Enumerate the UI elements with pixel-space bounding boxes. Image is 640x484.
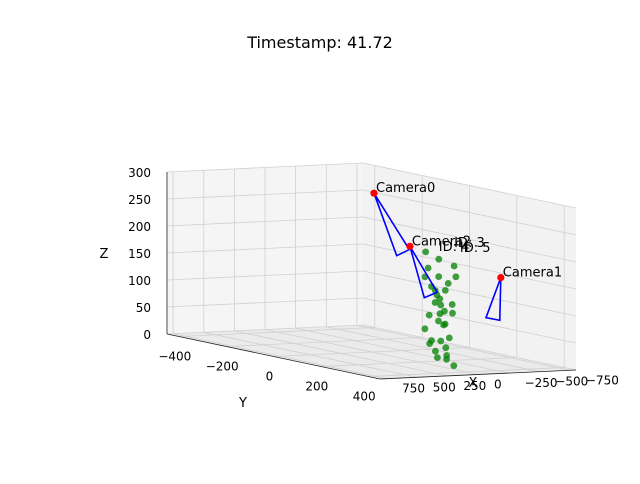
grid-lines <box>166 162 577 380</box>
x-tick-label: 500 <box>433 380 456 394</box>
camera-frustum <box>373 192 411 257</box>
z-tick-label: 0 <box>143 328 151 342</box>
x-tick-label: −500 <box>555 375 588 389</box>
grid-line-z <box>362 243 577 290</box>
camera-label: Camera0 <box>376 181 435 196</box>
detection-point <box>426 340 433 347</box>
grid-line-z <box>362 216 577 263</box>
grid-line-z <box>362 189 577 236</box>
camera-marker <box>370 189 378 197</box>
x-tick-label: 0 <box>494 378 502 392</box>
detection-point <box>448 301 456 308</box>
detection-point <box>437 337 445 345</box>
detection-point <box>449 309 456 317</box>
detection-point <box>437 301 445 309</box>
grid-line-z <box>166 189 364 200</box>
track-id-label: ID: 4 <box>439 240 470 255</box>
z-axis-label: Z <box>100 247 109 262</box>
grid-line-y <box>226 337 423 347</box>
detection-point <box>441 320 449 328</box>
y-tick-label: −400 <box>158 350 191 364</box>
camera-frustum <box>409 245 439 299</box>
track-id-label: ID: 5 <box>460 241 491 256</box>
z-tick-label: 150 <box>128 247 151 261</box>
tick-labels: −750−500−250 0 250 500 750 −400 −200 0 200 400 0 50… <box>100 166 619 411</box>
x-tick-label: −250 <box>525 376 558 390</box>
chart-title: Timestamp: 41.72 <box>247 33 393 52</box>
detection-point <box>452 273 460 281</box>
y-tick-label: 200 <box>305 380 328 394</box>
grid-line-z <box>166 270 364 281</box>
x-tick-label: 750 <box>402 382 425 396</box>
z-tick-label: 300 <box>128 166 151 180</box>
detection-point <box>431 299 439 306</box>
detection-point <box>435 273 443 280</box>
z-tick-label: 50 <box>136 301 151 315</box>
grid-line-z <box>166 324 364 335</box>
x-tick-label: 250 <box>463 379 486 393</box>
grid-line-y <box>368 367 565 377</box>
annotations: Camera0 Camera2 Camera1 ID: 3ID: 4ID: 5 <box>376 181 562 280</box>
detection-point <box>435 255 443 263</box>
detection-point <box>422 248 430 256</box>
z-tick-label: 100 <box>128 274 151 288</box>
detection-point <box>450 262 458 270</box>
y-tick-label: −200 <box>206 360 239 374</box>
detection-point <box>443 356 450 363</box>
camera-marker <box>497 274 505 282</box>
cameras <box>370 189 505 322</box>
detection-point <box>425 311 433 319</box>
detection-point <box>421 325 429 333</box>
camera-label: Camera1 <box>503 266 562 281</box>
grid-line-z <box>362 162 577 209</box>
camera-marker <box>406 242 414 250</box>
camera-frustum <box>484 277 502 322</box>
y-axis-line <box>166 333 381 380</box>
grid-line-z <box>166 216 364 227</box>
track-id-label: ID: 3 <box>454 236 485 251</box>
detection-point <box>444 280 452 287</box>
grid-line-z <box>166 162 364 173</box>
x-tick-label: −750 <box>586 373 619 387</box>
y-tick-label: 0 <box>266 370 274 384</box>
detection-point <box>432 347 439 355</box>
detection-point <box>424 264 432 272</box>
detection-point <box>442 344 450 352</box>
detection-point <box>450 362 458 370</box>
y-tick-label: 400 <box>353 390 376 404</box>
grid-line-z <box>362 324 577 371</box>
x-axis-line <box>379 369 577 380</box>
grid-line-y <box>178 327 375 337</box>
y-axis-label: Y <box>238 396 247 411</box>
detection-point <box>435 317 442 325</box>
grid-line-z <box>166 297 364 308</box>
grid-line-z <box>362 270 577 317</box>
z-tick-label: 250 <box>128 193 151 207</box>
x-axis-label: X <box>469 376 478 391</box>
detection-point <box>445 334 453 342</box>
z-tick-label: 200 <box>128 220 151 234</box>
grid-line-y <box>320 357 517 367</box>
axis-edges <box>166 172 577 380</box>
grid-line-z <box>362 297 577 344</box>
grid-line-z <box>166 243 364 254</box>
detection-point <box>436 310 444 318</box>
camera-label: Camera2 <box>412 234 471 249</box>
detection-point <box>434 354 441 361</box>
detection-point <box>441 287 449 294</box>
